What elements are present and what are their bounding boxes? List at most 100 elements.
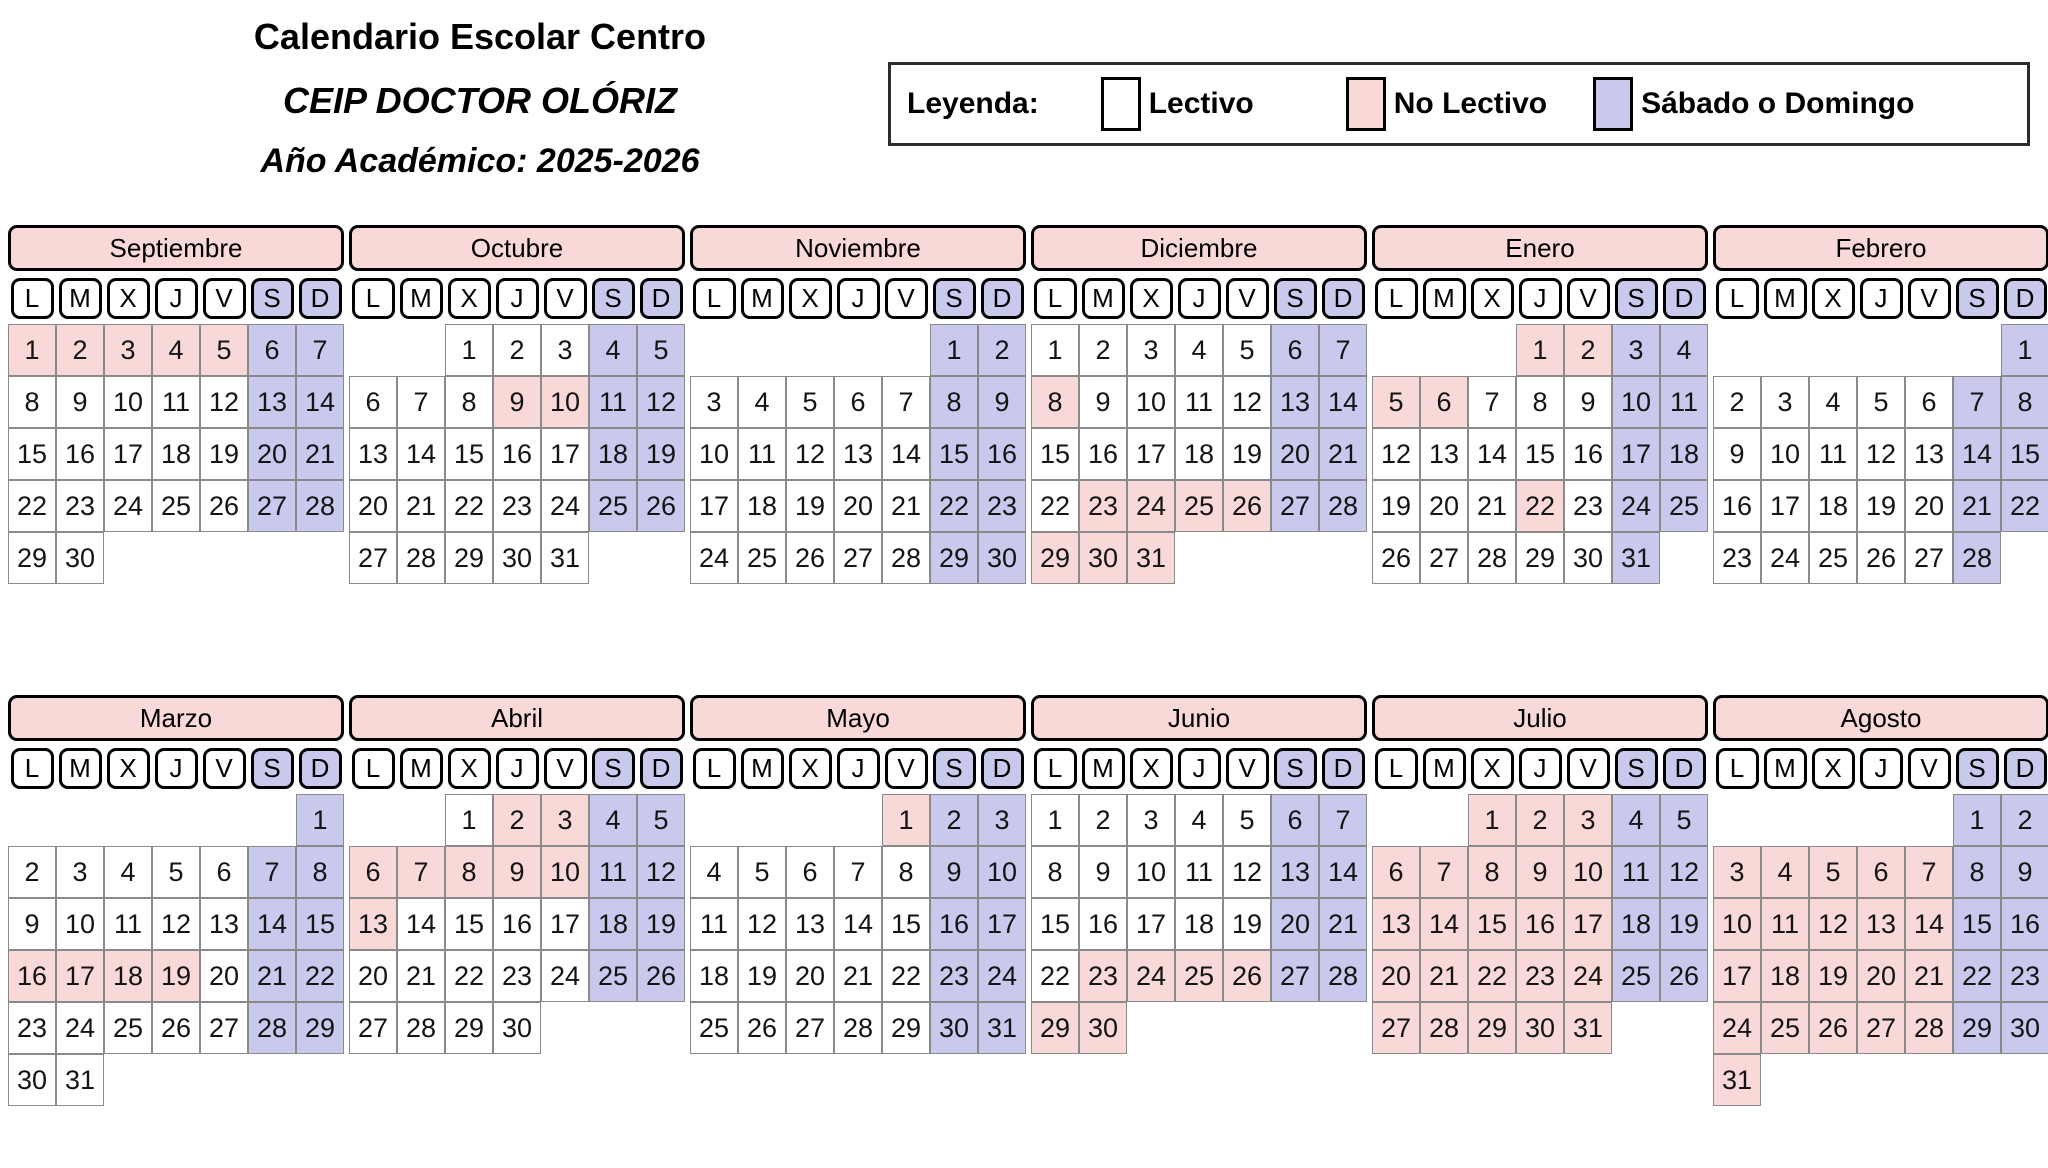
weekday-header-D: D [1322,748,1365,789]
day-cell: 11 [589,376,637,428]
weekday-header-L: L [352,748,395,789]
day-cell: 5 [1223,324,1271,376]
empty-cell [1713,324,1761,376]
day-cell: 18 [589,428,637,480]
day-cell: 27 [248,480,296,532]
day-cell: 24 [1127,480,1175,532]
day-cell: 27 [1372,1002,1420,1054]
weekday-header-M: M [1423,748,1466,789]
day-cell: 14 [296,376,344,428]
day-cell: 25 [690,1002,738,1054]
empty-cell [1223,1002,1271,1054]
day-cell: 19 [637,428,685,480]
day-cell: 26 [786,532,834,584]
day-cell: 18 [1175,898,1223,950]
day-cell: 10 [1127,846,1175,898]
weekday-header-S: S [251,748,294,789]
empty-cell [200,794,248,846]
weekday-header-row: LMXJVSD [1031,277,1367,319]
day-cell: 7 [834,846,882,898]
empty-cell [834,794,882,846]
dates-grid: 1234567891011121314151617181920212223242… [8,794,344,1106]
weekday-header-D: D [640,278,683,319]
day-cell: 30 [56,532,104,584]
day-cell: 16 [8,950,56,1002]
day-cell: 21 [1319,428,1367,480]
day-cell: 28 [1319,480,1367,532]
day-cell: 31 [1564,1002,1612,1054]
empty-cell [8,794,56,846]
day-cell: 22 [882,950,930,1002]
day-cell: 8 [1516,376,1564,428]
day-cell: 8 [8,376,56,428]
empty-cell [56,794,104,846]
day-cell: 22 [8,480,56,532]
weekday-header-L: L [1375,748,1418,789]
day-cell: 2 [1713,376,1761,428]
month-marzo: MarzoLMXJVSD1234567891011121314151617181… [8,695,344,1106]
day-cell: 5 [1660,794,1708,846]
day-cell: 16 [2001,898,2048,950]
day-cell: 20 [1271,428,1319,480]
weekday-header-row: LMXJVSD [349,747,685,789]
day-cell: 11 [1175,846,1223,898]
empty-cell [1809,1054,1857,1106]
day-cell: 22 [1031,480,1079,532]
day-cell: 28 [1468,532,1516,584]
weekday-header-L: L [1716,748,1759,789]
day-cell: 19 [1857,480,1905,532]
day-cell: 18 [152,428,200,480]
day-cell: 8 [882,846,930,898]
weekday-header-V: V [203,748,246,789]
weekday-header-S: S [1274,748,1317,789]
day-cell: 21 [1905,950,1953,1002]
day-cell: 12 [1372,428,1420,480]
day-cell: 29 [8,532,56,584]
day-cell: 26 [1372,532,1420,584]
day-cell: 29 [882,1002,930,1054]
weekday-header-M: M [400,748,443,789]
day-cell: 15 [1031,898,1079,950]
weekday-header-S: S [592,278,635,319]
day-cell: 29 [1031,532,1079,584]
dates-grid: 1234567891011121314151617181920212223242… [1031,324,1367,584]
day-cell: 11 [1809,428,1857,480]
empty-cell [1953,324,2001,376]
month-abril: AbrilLMXJVSD1234567891011121314151617181… [349,695,685,1106]
day-cell: 2 [2001,794,2048,846]
day-cell: 28 [1319,950,1367,1002]
day-cell: 2 [1079,324,1127,376]
day-cell: 4 [589,324,637,376]
weekday-header-S: S [1615,748,1658,789]
weekday-header-D: D [981,748,1024,789]
day-cell: 14 [1420,898,1468,950]
empty-cell [104,1054,152,1106]
day-cell: 11 [104,898,152,950]
day-cell: 29 [445,1002,493,1054]
empty-cell [1761,794,1809,846]
day-cell: 30 [930,1002,978,1054]
day-cell: 22 [1516,480,1564,532]
weekday-header-V: V [1226,278,1269,319]
weekday-header-D: D [1322,278,1365,319]
weekday-header-row: LMXJVSD [1372,747,1708,789]
weekday-header-X: X [789,278,832,319]
day-cell: 9 [493,846,541,898]
day-cell: 22 [445,480,493,532]
day-cell: 17 [56,950,104,1002]
day-cell: 12 [152,898,200,950]
day-cell: 8 [930,376,978,428]
day-cell: 13 [1372,898,1420,950]
day-cell: 16 [1713,480,1761,532]
weekday-header-row: LMXJVSD [1713,747,2048,789]
empty-cell [104,794,152,846]
weekday-header-S: S [933,278,976,319]
day-cell: 15 [8,428,56,480]
weekday-header-D: D [1663,278,1706,319]
day-cell: 13 [1857,898,1905,950]
day-cell: 24 [56,1002,104,1054]
empty-cell [1271,1002,1319,1054]
empty-cell [1660,532,1708,584]
day-cell: 23 [493,950,541,1002]
day-cell: 21 [1953,480,2001,532]
